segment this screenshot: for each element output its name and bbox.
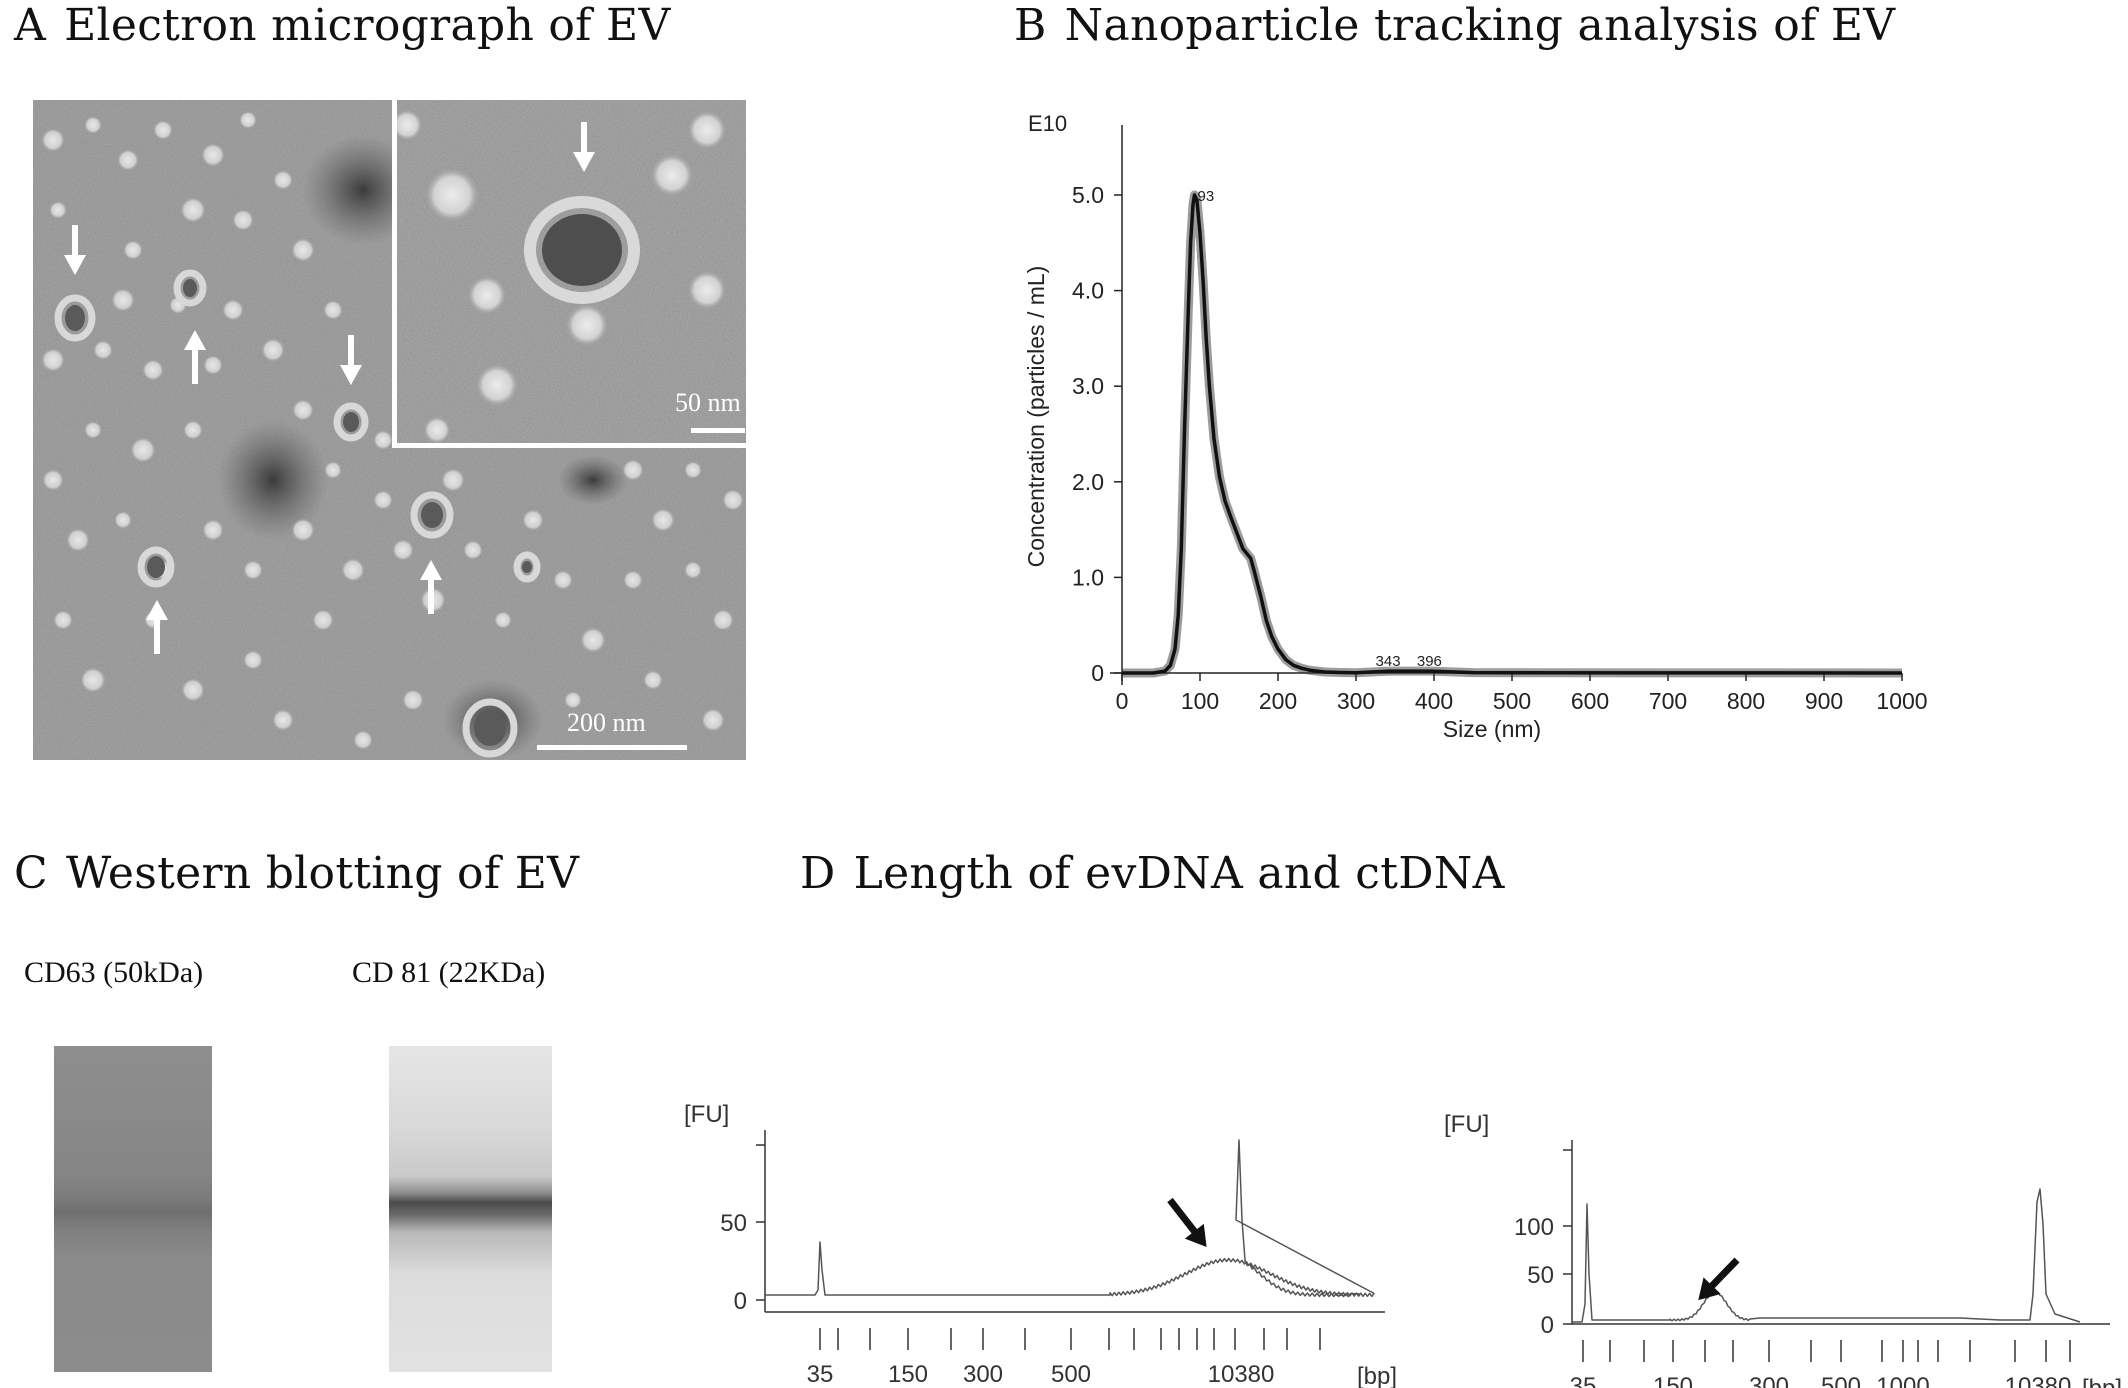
- x-tick-label: 1000: [1876, 688, 1927, 714]
- inset-scale-label: 50 nm: [675, 388, 741, 417]
- trace-line: [1572, 1188, 2081, 1323]
- y-tick-label: 5.0: [1072, 182, 1104, 208]
- x-tick-label: 10380: [1208, 1361, 1275, 1388]
- x-axis-label: Size (nm): [1443, 716, 1541, 742]
- x-tick-label: 600: [1571, 688, 1609, 714]
- x-tick-label: 700: [1649, 688, 1687, 714]
- y-axis-label: Concentration (particles / mL): [1023, 266, 1049, 568]
- panel-c-letter: C: [14, 848, 48, 899]
- y-tick-label: 0: [1091, 660, 1104, 686]
- panel-a-title-text: Electron micrograph of EV: [64, 0, 671, 51]
- y-tick-label: 3.0: [1072, 373, 1104, 399]
- arrowhead-icon: [1184, 1223, 1207, 1248]
- peak-label: 343: [1376, 653, 1401, 670]
- x-tick-label: 300: [1749, 1373, 1789, 1388]
- y-tick-label: 2.0: [1072, 469, 1104, 495]
- electron-micrograph: 50 nm 200 nm: [33, 100, 746, 760]
- x-tick-label: 150: [1653, 1373, 1693, 1388]
- x-tick-label: 800: [1727, 688, 1765, 714]
- y-tick-label: 50: [720, 1210, 747, 1237]
- x-tick-label: 300: [1337, 688, 1375, 714]
- trace-line: [765, 1139, 1375, 1298]
- inset-image: [397, 100, 746, 443]
- x-tick-label: 100: [1181, 688, 1219, 714]
- x-tick-label: 200: [1259, 688, 1297, 714]
- panel-a-letter: A: [14, 0, 47, 51]
- x-axis-label: [bp]: [1357, 1363, 1397, 1388]
- arrow-down-icon: [64, 225, 86, 275]
- x-tick-label: 1000: [1876, 1373, 1929, 1388]
- y-tick-label: 0: [1541, 1312, 1554, 1339]
- arrow-up-icon: [420, 560, 442, 614]
- arrow-down-icon: [573, 122, 595, 172]
- y-multiplier-label: E10: [1028, 111, 1067, 136]
- cd81-label: CD 81 (22KDa): [352, 956, 546, 989]
- panel-d-title-text: Length of evDNA and ctDNA: [853, 848, 1505, 899]
- cd63-label: CD63 (50kDa): [24, 956, 204, 989]
- x-axis-label: [bp]: [2082, 1375, 2122, 1388]
- panel-b-letter: B: [1014, 0, 1047, 51]
- panel-c-title: C Western blotting of EV: [14, 848, 579, 899]
- panel-c-title-text: Western blotting of EV: [65, 848, 580, 899]
- series-line: [1122, 193, 1903, 675]
- x-tick-label: 35: [1570, 1373, 1597, 1388]
- cd63-blot: [54, 1046, 212, 1372]
- x-tick-label: 500: [1493, 688, 1531, 714]
- peak-label: 93: [1198, 188, 1215, 205]
- main-scale-label: 200 nm: [567, 708, 646, 737]
- inset-scale-bar: [691, 428, 745, 433]
- vesicle-arrows: [64, 225, 442, 654]
- y-tick-label: 100: [1514, 1214, 1554, 1241]
- peak-label: 396: [1417, 653, 1442, 670]
- evdna-electropherogram: [FU] 0 50 35 150 300 500 10380 [bp]: [684, 1101, 1397, 1388]
- y-tick-label: 4.0: [1072, 278, 1104, 304]
- y-tick-label: 50: [1527, 1262, 1554, 1289]
- panel-b-title: B Nanoparticle tracking analysis of EV: [1014, 0, 1895, 51]
- y-axis-label: [FU]: [684, 1101, 729, 1128]
- x-tick-label: 400: [1415, 688, 1453, 714]
- x-tick-label: 300: [963, 1361, 1003, 1388]
- x-tick-label: 10380: [2005, 1373, 2072, 1388]
- ctdna-electropherogram: [FU] 0 50 100 35 150 300 500 1000 10380 [bp]: [1444, 1111, 2122, 1388]
- y-axis-label: [FU]: [1444, 1111, 1489, 1138]
- x-tick-label: 500: [1051, 1361, 1091, 1388]
- x-tick-label: 35: [807, 1361, 834, 1388]
- arrow-up-icon: [146, 600, 168, 654]
- y-tick-label: 1.0: [1072, 564, 1104, 590]
- panel-a-title: A Electron micrograph of EV: [14, 0, 671, 51]
- cd81-blot: [389, 1046, 552, 1372]
- arrowhead-icon: [1698, 1277, 1721, 1301]
- x-tick-label: 900: [1805, 688, 1843, 714]
- main-scale-bar: [537, 745, 687, 750]
- series-error-band: [1122, 190, 1903, 678]
- arrow-down-icon: [340, 335, 362, 385]
- panel-d-title: D Length of evDNA and ctDNA: [800, 848, 1505, 899]
- panel-b-title-text: Nanoparticle tracking analysis of EV: [1064, 0, 1896, 51]
- x-tick-label: 150: [888, 1361, 928, 1388]
- x-tick-label: 500: [1821, 1373, 1861, 1388]
- y-tick-label: 0: [734, 1288, 747, 1315]
- x-tick-label: 0: [1116, 688, 1129, 714]
- arrow-up-icon: [184, 330, 206, 384]
- arrow-icon: [1167, 1197, 1201, 1239]
- micrograph-inset: 50 nm: [392, 100, 746, 448]
- arrow-icon: [1705, 1257, 1740, 1293]
- panel-d-letter: D: [800, 848, 836, 899]
- nta-chart: E10 0 1.0 2.0 3.0 4.0 5.0 0 100 200 300 400 500 600 70…: [1023, 111, 1928, 742]
